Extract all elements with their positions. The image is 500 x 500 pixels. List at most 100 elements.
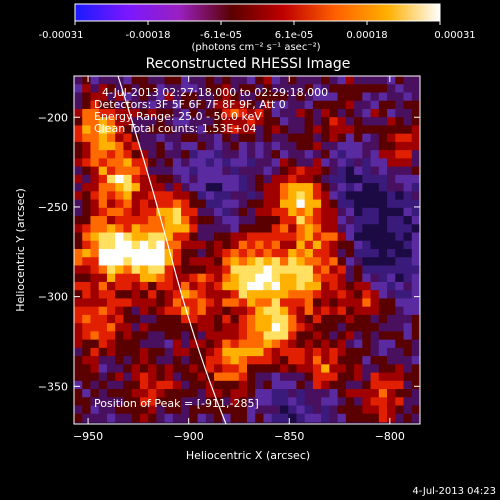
- heatmap-pixel: [90, 281, 100, 291]
- heatmap-pixel: [189, 158, 198, 168]
- heatmap-pixel: [247, 216, 256, 225]
- heatmap-pixel: [205, 150, 215, 159]
- heatmap-pixel: [197, 380, 207, 390]
- heatmap-pixel: [238, 356, 248, 365]
- heatmap-pixel: [395, 166, 404, 176]
- heatmap-pixel: [288, 133, 297, 143]
- heatmap-pixel: [362, 133, 371, 143]
- heatmap-pixel: [354, 347, 363, 357]
- heatmap-pixel: [271, 76, 281, 85]
- heatmap-pixel: [395, 389, 404, 398]
- heatmap-pixel: [181, 356, 190, 365]
- heatmap-pixel: [156, 397, 166, 406]
- heatmap-pixel: [296, 240, 306, 250]
- heatmap-pixel: [98, 380, 108, 390]
- heatmap-pixel: [106, 413, 116, 423]
- heatmap-pixel: [123, 331, 133, 341]
- heatmap-pixel: [378, 117, 388, 126]
- heatmap-pixel: [362, 224, 371, 233]
- heatmap-pixel: [90, 108, 100, 118]
- heatmap-pixel: [395, 108, 404, 118]
- heatmap-pixel: [214, 240, 223, 250]
- heatmap-pixel: [197, 150, 207, 159]
- heatmap-pixel: [74, 356, 83, 365]
- heatmap-pixel: [370, 306, 380, 316]
- heatmap-pixel: [115, 191, 124, 200]
- heatmap-pixel: [131, 141, 141, 151]
- heatmap-pixel: [115, 232, 124, 242]
- heatmap-pixel: [139, 76, 149, 85]
- heatmap-pixel: [247, 125, 256, 135]
- heatmap-pixel: [156, 150, 166, 159]
- heatmap-pixel: [139, 141, 149, 151]
- heatmap-pixel: [362, 125, 371, 135]
- heatmap-pixel: [370, 199, 380, 209]
- heatmap-pixel: [345, 174, 355, 184]
- heatmap-pixel: [329, 125, 339, 135]
- heatmap-pixel: [370, 257, 380, 266]
- heatmap-pixel: [230, 389, 240, 398]
- heatmap-pixel: [131, 413, 141, 423]
- heatmap-pixel: [131, 290, 141, 299]
- heatmap-pixel: [148, 174, 157, 184]
- heatmap-pixel: [378, 298, 388, 308]
- x-axis-ticks: −950 −900 −850 −800: [73, 76, 405, 443]
- heatmap-pixel: [288, 265, 297, 275]
- heatmap-pixel: [321, 224, 330, 233]
- heatmap-pixel: [387, 183, 396, 192]
- heatmap-pixel: [271, 240, 281, 250]
- heatmap-pixel: [222, 84, 231, 93]
- heatmap-pixel: [296, 323, 306, 332]
- heatmap-pixel: [337, 290, 347, 299]
- heatmap-pixel: [329, 216, 339, 225]
- heatmap-pixel: [296, 133, 306, 143]
- heatmap-pixel: [82, 323, 91, 332]
- heatmap-pixel: [345, 281, 355, 291]
- heatmap-pixel: [164, 405, 174, 415]
- heatmap-pixel: [148, 133, 157, 143]
- heatmap-pixel: [329, 298, 339, 308]
- heatmap-pixel: [411, 174, 420, 184]
- heatmap-pixel: [354, 298, 363, 308]
- heatmap-pixel: [181, 84, 190, 93]
- heatmap-pixel: [362, 364, 371, 373]
- heatmap-pixel: [271, 323, 281, 332]
- heatmap-pixel: [106, 405, 116, 415]
- heatmap-pixel: [106, 108, 116, 118]
- heatmap-pixel: [255, 125, 264, 135]
- heatmap-pixel: [395, 347, 404, 357]
- heatmap-pixel: [321, 257, 330, 266]
- heatmap-pixel: [172, 216, 182, 225]
- heatmap-pixel: [156, 257, 166, 266]
- heatmap-pixel: [403, 141, 413, 151]
- heatmap-pixel: [131, 174, 141, 184]
- heatmap-pixel: [337, 413, 347, 423]
- heatmap-pixel: [345, 273, 355, 283]
- heatmap-pixel: [164, 347, 174, 357]
- heatmap-pixel: [172, 92, 182, 102]
- heatmap-pixel: [279, 141, 289, 151]
- heatmap-pixel: [230, 191, 240, 200]
- heatmap-pixel: [378, 150, 388, 159]
- heatmap-pixel: [230, 323, 240, 332]
- heatmap-pixel: [189, 323, 198, 332]
- heatmap-pixel: [362, 380, 371, 390]
- heatmap-pixel: [139, 133, 149, 143]
- heatmap-pixel: [164, 306, 174, 316]
- heatmap-pixel: [131, 249, 141, 258]
- heatmap-pixel: [214, 232, 223, 242]
- heatmap-pixel: [189, 76, 198, 85]
- heatmap-pixel: [82, 166, 91, 176]
- heatmap-pixel: [279, 100, 289, 110]
- heatmap-pixel: [403, 306, 413, 316]
- heatmap-pixel: [362, 108, 371, 118]
- heatmap-pixel: [164, 232, 174, 242]
- heatmap-pixel: [197, 364, 207, 373]
- heatmap-pixel: [387, 405, 396, 415]
- heatmap-pixel: [90, 183, 100, 192]
- heatmap-pixel: [411, 290, 420, 299]
- heatmap-pixel: [247, 108, 256, 118]
- heatmap-pixel: [181, 331, 190, 341]
- heatmap-pixel: [139, 265, 149, 275]
- heatmap-pixel: [238, 240, 248, 250]
